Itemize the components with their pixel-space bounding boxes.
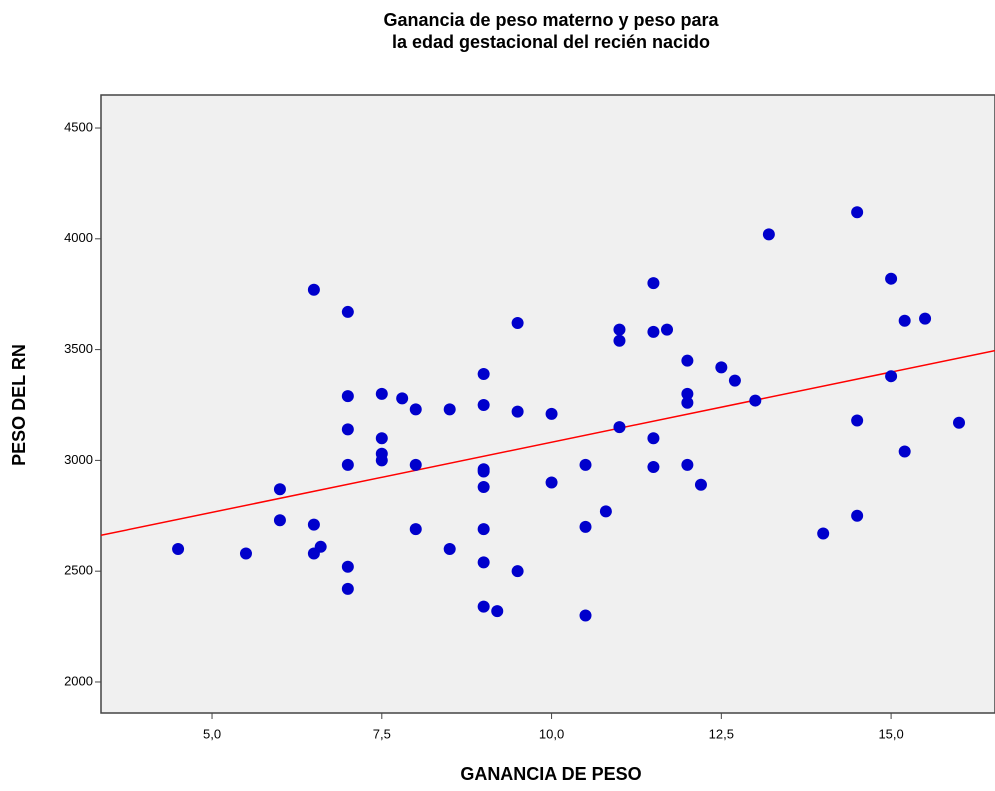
point bbox=[341, 390, 354, 403]
point bbox=[511, 317, 524, 330]
point bbox=[443, 403, 456, 416]
point bbox=[545, 476, 558, 489]
point bbox=[851, 206, 864, 219]
point bbox=[647, 277, 660, 290]
point bbox=[341, 423, 354, 436]
chart-title: la edad gestacional del recién nacido bbox=[392, 32, 710, 52]
point bbox=[681, 354, 694, 367]
point bbox=[681, 396, 694, 409]
y-tick-label: 2500 bbox=[64, 563, 93, 578]
point bbox=[885, 272, 898, 285]
point bbox=[409, 458, 422, 471]
y-tick-label: 3500 bbox=[64, 341, 93, 356]
x-tick-label: 10,0 bbox=[539, 726, 564, 741]
point bbox=[694, 478, 707, 491]
point bbox=[443, 543, 456, 556]
x-tick-label: 12,5 bbox=[709, 726, 734, 741]
point bbox=[375, 387, 388, 400]
y-tick-label: 4500 bbox=[64, 119, 93, 134]
point bbox=[715, 361, 728, 374]
x-tick-label: 15,0 bbox=[878, 726, 903, 741]
y-axis-label: PESO DEL RN bbox=[9, 344, 29, 466]
point bbox=[307, 518, 320, 531]
point bbox=[613, 334, 626, 347]
point bbox=[341, 458, 354, 471]
point bbox=[409, 523, 422, 536]
point bbox=[545, 407, 558, 420]
point bbox=[477, 480, 490, 493]
point bbox=[898, 314, 911, 327]
x-tick-label: 7,5 bbox=[373, 726, 391, 741]
point bbox=[599, 505, 612, 518]
point bbox=[172, 543, 185, 556]
point bbox=[885, 370, 898, 383]
point bbox=[851, 509, 864, 522]
point bbox=[477, 465, 490, 478]
point bbox=[307, 283, 320, 296]
point bbox=[919, 312, 932, 325]
point bbox=[898, 445, 911, 458]
x-tick-label: 5,0 bbox=[203, 726, 221, 741]
point bbox=[477, 398, 490, 411]
point bbox=[511, 405, 524, 418]
point bbox=[511, 565, 524, 578]
point bbox=[647, 461, 660, 474]
point bbox=[314, 540, 327, 553]
point bbox=[579, 609, 592, 622]
point bbox=[273, 514, 286, 527]
plot-area bbox=[100, 94, 995, 714]
y-tick-label: 2000 bbox=[64, 673, 93, 688]
point bbox=[477, 556, 490, 569]
point bbox=[579, 520, 592, 533]
point bbox=[851, 414, 864, 427]
y-tick-label: 3000 bbox=[64, 452, 93, 467]
point bbox=[477, 600, 490, 613]
point bbox=[953, 416, 966, 429]
point bbox=[491, 605, 504, 618]
point bbox=[273, 483, 286, 496]
point bbox=[341, 305, 354, 318]
point bbox=[341, 582, 354, 595]
point bbox=[375, 432, 388, 445]
point bbox=[579, 458, 592, 471]
fit-line bbox=[100, 349, 995, 537]
y-tick-label: 4000 bbox=[64, 230, 93, 245]
point bbox=[613, 323, 626, 336]
point bbox=[341, 560, 354, 573]
chart-title: Ganancia de peso materno y peso para bbox=[383, 10, 719, 30]
point bbox=[728, 374, 741, 387]
point bbox=[749, 394, 762, 407]
point bbox=[647, 432, 660, 445]
point bbox=[661, 323, 674, 336]
point bbox=[477, 523, 490, 536]
point bbox=[613, 421, 626, 434]
point bbox=[396, 392, 409, 405]
point bbox=[817, 527, 830, 540]
point bbox=[375, 454, 388, 467]
point bbox=[647, 325, 660, 338]
point bbox=[681, 458, 694, 471]
point bbox=[681, 387, 694, 400]
point bbox=[409, 403, 422, 416]
point bbox=[762, 228, 775, 241]
point bbox=[477, 367, 490, 380]
point bbox=[239, 547, 252, 560]
x-axis-label: GANANCIA DE PESO bbox=[460, 764, 641, 784]
